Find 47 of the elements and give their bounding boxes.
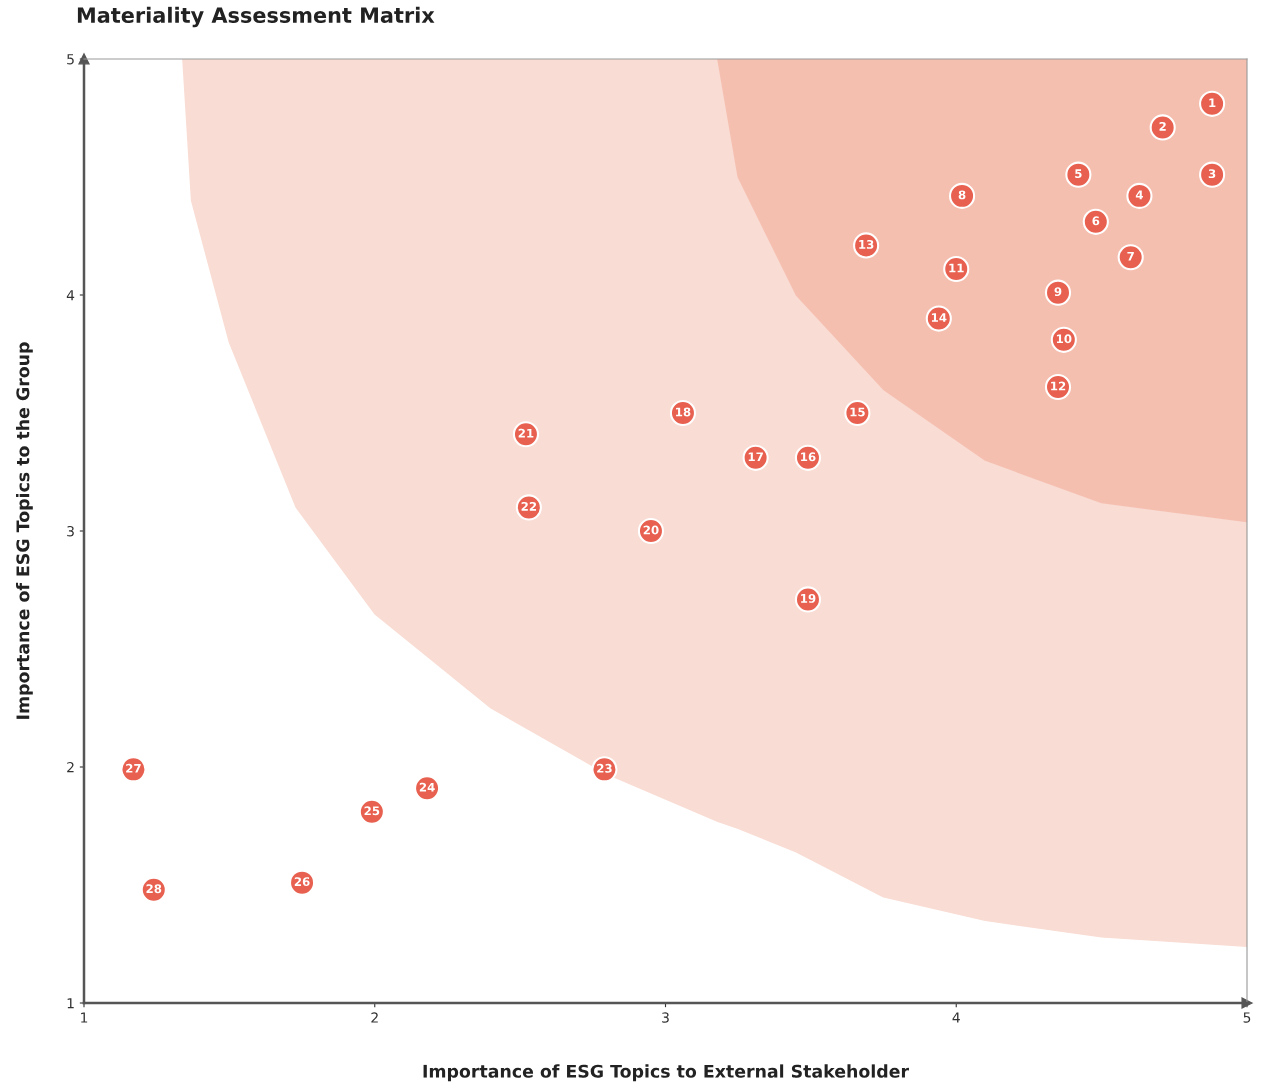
annotation: 13 (859, 239, 874, 249)
x-axis-title: Importance of ESG Topics to External Stakeholder (423, 1064, 909, 1082)
point (1065, 161, 1092, 188)
annotation: 20 (643, 525, 659, 535)
point (1199, 161, 1226, 188)
annotation: 14 (931, 313, 947, 322)
annotation: 7 (1127, 251, 1134, 261)
annotation: 24 (419, 782, 435, 792)
annotation: 18 (676, 407, 691, 417)
y-tick-label: 4 (66, 290, 75, 301)
point (1044, 279, 1072, 306)
x-tick-label: 5 (1243, 1012, 1251, 1023)
annotation: 22 (521, 501, 537, 511)
annotation: 21 (518, 428, 534, 438)
annotation: 19 (801, 593, 816, 603)
point (1117, 244, 1144, 271)
annotation: 3 (1208, 169, 1216, 179)
annotation: 12 (1051, 381, 1066, 391)
annotation: 15 (850, 407, 865, 417)
annotation: 16 (801, 452, 816, 462)
y-tick-label: 2 (67, 761, 74, 773)
annotation: 26 (294, 877, 310, 887)
x-tick-label: 2 (371, 1012, 378, 1023)
y-tick-label: 3 (67, 525, 74, 537)
annotation: 28 (146, 884, 162, 894)
annotation: 11 (949, 263, 964, 273)
annotation: 1 (1209, 98, 1216, 108)
annotation: 27 (126, 763, 141, 773)
y-tick-label: 1 (67, 998, 74, 1009)
annotation: 17 (748, 452, 763, 462)
annotation: 25 (364, 806, 380, 816)
annotation: 5 (1075, 169, 1082, 179)
point (1199, 90, 1226, 117)
annotation: 8 (958, 190, 966, 200)
y-axis-title: Importance of ESG Topics to the Group (16, 342, 33, 719)
annotation: 9 (1054, 287, 1062, 297)
chart-title: Materiality Assessment Matrix (77, 6, 435, 28)
annotation: 2 (1159, 121, 1166, 131)
x-tick-label: 1 (81, 1012, 88, 1023)
annotation: 10 (1056, 334, 1072, 344)
x-tick-label: 4 (952, 1012, 960, 1023)
annotation: 6 (1092, 216, 1100, 226)
point (1149, 114, 1176, 141)
annotation: 23 (597, 763, 612, 773)
annotation: 4 (1135, 190, 1143, 200)
x-tick-label: 3 (662, 1012, 669, 1023)
y-tick-label: 5 (67, 54, 74, 65)
